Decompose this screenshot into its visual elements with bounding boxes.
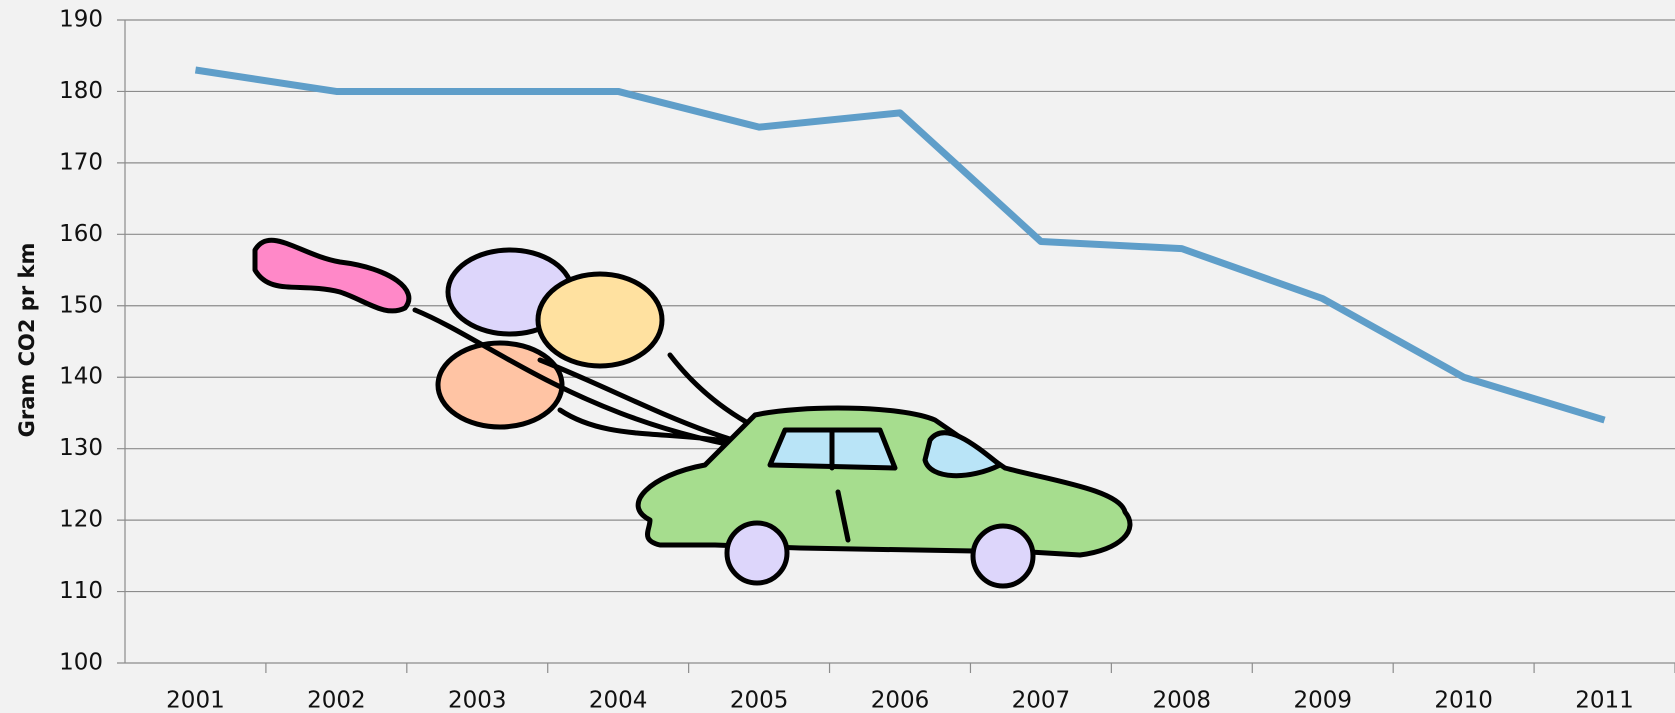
x-tick-label: 2007: [1012, 688, 1071, 713]
wheel: [973, 526, 1033, 586]
chart: Gram CO2 pr km 100 110 120 130 140 150 160 170 1…: [0, 0, 1675, 713]
y-tick-label: 180: [59, 78, 103, 104]
y-tick-label: 170: [59, 149, 103, 175]
y-tick-label: 130: [59, 435, 103, 461]
y-tick-label: 110: [59, 578, 103, 604]
balloon: [538, 274, 662, 366]
y-tick-label: 150: [59, 292, 103, 318]
x-tick-label: 2005: [730, 688, 789, 713]
y-tick-label: 140: [59, 364, 103, 390]
x-tick-label: 2003: [448, 688, 507, 713]
wheel: [727, 523, 787, 583]
x-tick-label: 2004: [589, 688, 648, 713]
x-tick-label: 2008: [1153, 688, 1212, 713]
y-tick-label: 190: [59, 7, 103, 33]
y-tick-label: 160: [59, 221, 103, 247]
x-tick-label: 2002: [307, 688, 366, 713]
x-tick-label: 2009: [1293, 688, 1352, 713]
y-axis-label: Gram CO2 pr km: [15, 243, 39, 438]
x-tick-label: 2006: [871, 688, 930, 713]
y-tick-label: 120: [59, 507, 103, 533]
x-tick-label: 2001: [166, 688, 225, 713]
x-tick-label: 2010: [1434, 688, 1493, 713]
y-tick-label: 100: [59, 650, 103, 676]
x-tick-label: 2011: [1575, 688, 1634, 713]
